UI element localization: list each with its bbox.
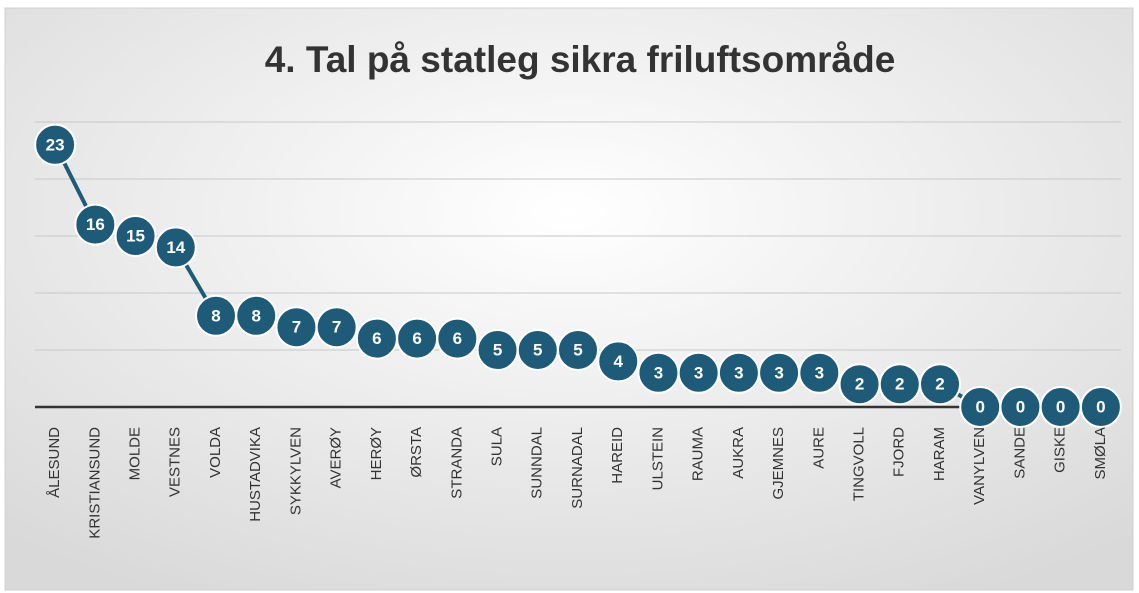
marker — [1079, 386, 1122, 428]
marker — [235, 294, 278, 337]
data-label: 5 — [573, 340, 582, 359]
data-label: 15 — [126, 226, 145, 245]
x-tick-label: VOLDA — [207, 427, 224, 478]
x-tick-label: HERØY — [368, 427, 385, 480]
x-tick-label: AVERØY — [328, 427, 345, 488]
x-tick-label: VESTNES — [167, 427, 184, 497]
chart-area — [4, 7, 1134, 591]
data-label: 6 — [412, 329, 421, 348]
x-tick-label: SUNNDAL — [529, 427, 546, 499]
data-label: 4 — [613, 352, 623, 371]
marker — [798, 351, 841, 394]
data-label: 7 — [292, 318, 301, 337]
marker — [154, 226, 197, 269]
data-label: 16 — [86, 215, 105, 234]
x-tick-label: SURNADAL — [569, 427, 586, 509]
chart-title: 4. Tal på statleg sikra friluftsområde — [265, 39, 896, 80]
x-tick-label: AURE — [810, 427, 827, 469]
marker — [34, 123, 77, 166]
x-tick-label: FJORD — [891, 427, 908, 477]
data-label: 2 — [935, 375, 944, 394]
marker — [597, 340, 640, 383]
data-label: 8 — [211, 306, 220, 325]
data-label: 3 — [774, 363, 783, 382]
marker — [114, 215, 157, 257]
x-tick-label: ÅLESUND — [46, 427, 63, 498]
data-label: 0 — [1096, 397, 1105, 416]
marker — [436, 317, 479, 360]
data-label: 2 — [895, 375, 904, 394]
data-label: 5 — [533, 340, 542, 359]
x-tick-label: ØRSTA — [408, 427, 425, 478]
data-label: 7 — [332, 318, 341, 337]
marker — [557, 329, 599, 371]
x-tick-label: HUSTADVIKA — [247, 427, 264, 522]
x-tick-label: GJEMNES — [770, 427, 787, 500]
x-tick-label: SMØLA — [1092, 427, 1109, 480]
data-label: 0 — [1056, 397, 1065, 416]
x-tick-label: KRISTIANSUND — [86, 427, 103, 539]
data-label: 0 — [1016, 397, 1025, 416]
x-tick-label: GISKE — [1052, 427, 1069, 473]
data-label: 3 — [654, 363, 663, 382]
data-label: 6 — [453, 329, 462, 348]
x-tick-label: SYKKYLVEN — [287, 427, 304, 515]
x-tick-label: HARAM — [931, 427, 948, 481]
x-tick-label: SANDE — [1011, 427, 1028, 479]
x-tick-label: SULA — [489, 427, 506, 466]
x-tick-label: AUKRA — [730, 427, 747, 479]
data-label: 3 — [734, 363, 743, 382]
x-tick-label: TINGVOLL — [851, 427, 868, 501]
data-label: 3 — [815, 363, 824, 382]
data-label: 2 — [855, 375, 864, 394]
marker — [74, 203, 117, 246]
x-tick-label: STRANDA — [448, 427, 465, 499]
data-label: 0 — [975, 397, 984, 416]
data-label: 3 — [694, 363, 703, 382]
x-tick-label: ULSTEIN — [649, 427, 666, 490]
marker — [315, 306, 358, 349]
data-label: 23 — [46, 135, 65, 154]
data-label: 14 — [166, 238, 185, 257]
x-tick-label: RAUMA — [690, 427, 707, 481]
data-label: 5 — [493, 340, 502, 359]
x-tick-label: HAREID — [609, 427, 626, 484]
marker — [919, 363, 961, 406]
x-tick-label: VANYLVEN — [971, 427, 988, 505]
x-tick-label: MOLDE — [127, 427, 144, 480]
data-label: 8 — [251, 306, 260, 325]
data-label: 6 — [372, 329, 381, 348]
